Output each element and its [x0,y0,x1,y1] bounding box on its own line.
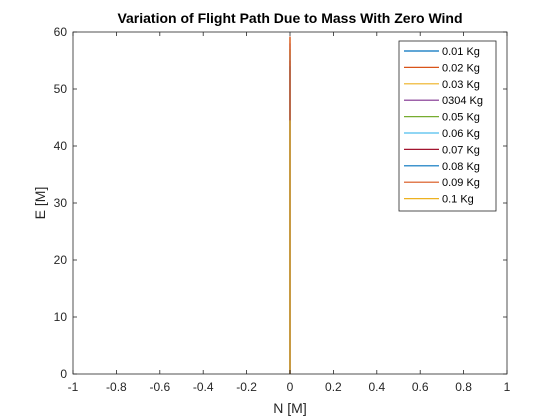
legend: 0.01 Kg 0.02 Kg 0.03 Kg 0304 Kg 0.05 Kg 0.06 … [398,40,497,212]
x-tick-label: -0.8 [106,380,127,394]
x-tick-label: -0.4 [193,380,214,394]
x-tick-label: -1 [68,380,79,394]
legend-label: 0.1 Kg [442,194,474,206]
y-tick-label: 30 [54,196,68,210]
chart-title: Variation of Flight Path Due to Mass Wit… [117,10,462,26]
x-tick-label: 1 [504,380,511,394]
x-tick-label: 0.4 [368,380,385,394]
y-tick-label: 20 [54,253,68,267]
x-tick-label: 0.6 [412,380,429,394]
legend-label: 0.02 Kg [442,62,480,74]
legend-label: 0.07 Kg [442,144,480,156]
legend-label: 0.09 Kg [442,177,480,189]
x-tick-label: -0.2 [236,380,257,394]
y-tick-label: 40 [54,139,68,153]
legend-label: 0304 Kg [442,95,483,107]
legend-label: 0.08 Kg [442,161,480,173]
x-tick-label: 0 [287,380,294,394]
x-tick-label: 0.2 [325,380,342,394]
legend-label: 0.03 Kg [442,79,480,91]
y-tick-label: 0 [60,367,67,381]
legend-label: 0.05 Kg [442,112,480,124]
x-tick-label: 0.8 [455,380,472,394]
axes-layer: -1 -0.8 -0.6 -0.4 -0.2 0 0.2 0.4 0.6 0.8 101020304… [54,25,511,394]
x-tick-label: -0.6 [149,380,170,394]
y-tick-label: 10 [54,310,68,324]
y-tick-label: 60 [54,25,68,39]
x-axis-label: N [M] [273,400,306,416]
y-tick-label: 50 [54,82,68,96]
legend-label: 0.01 Kg [442,46,480,58]
legend-label: 0.06 Kg [442,128,480,140]
y-axis-label: E [M] [32,187,48,220]
